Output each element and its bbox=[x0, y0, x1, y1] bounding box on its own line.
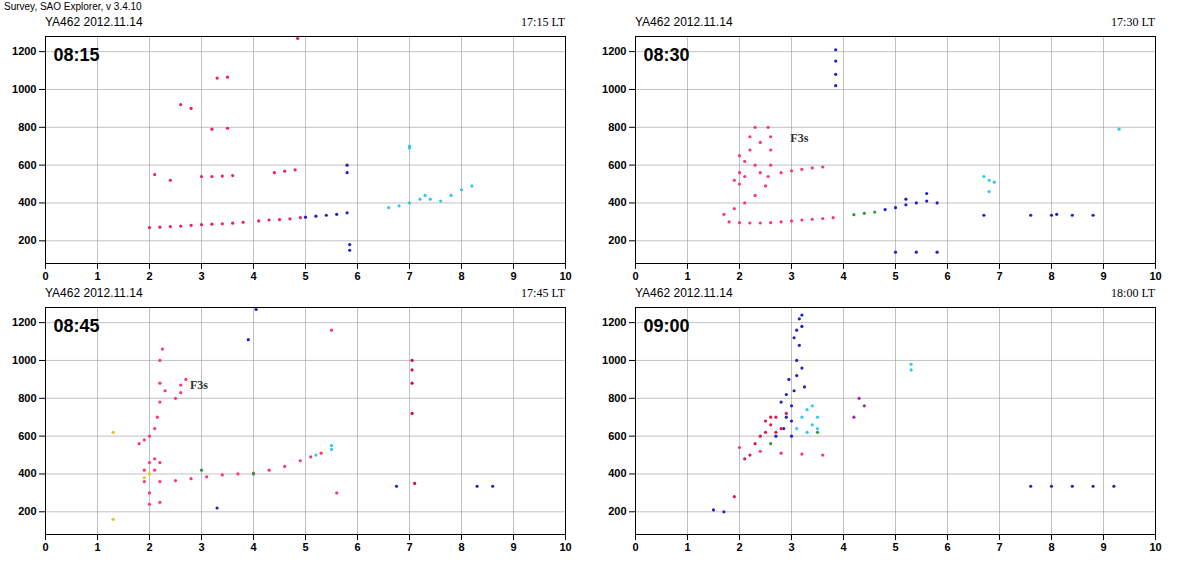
svg-text:9: 9 bbox=[1100, 270, 1106, 282]
svg-text:6: 6 bbox=[354, 270, 360, 282]
svg-text:8: 8 bbox=[1048, 541, 1054, 553]
svg-text:F3s: F3s bbox=[190, 378, 208, 392]
svg-text:4: 4 bbox=[840, 270, 847, 282]
svg-text:1200: 1200 bbox=[602, 45, 626, 57]
svg-text:7: 7 bbox=[996, 270, 1002, 282]
svg-text:10: 10 bbox=[1149, 541, 1161, 553]
svg-text:09:00: 09:00 bbox=[644, 316, 690, 336]
svg-text:3: 3 bbox=[198, 270, 204, 282]
html-text:Survey, SAO Explorer, v 3.4.10: Survey, SAO Explorer, v 3.4.10 bbox=[4, 1, 142, 12]
svg-text:600: 600 bbox=[608, 159, 626, 171]
html-text:YA462 2012.11.14: YA462 2012.11.14 bbox=[45, 15, 143, 29]
svg-text:6: 6 bbox=[944, 541, 950, 553]
svg-text:3: 3 bbox=[198, 541, 204, 553]
svg-text:1000: 1000 bbox=[12, 354, 36, 366]
svg-text:200: 200 bbox=[18, 505, 36, 517]
svg-text:800: 800 bbox=[18, 121, 36, 133]
svg-text:800: 800 bbox=[18, 392, 36, 404]
svg-text:1: 1 bbox=[94, 270, 100, 282]
svg-text:8: 8 bbox=[1048, 270, 1054, 282]
html-text:YA462 2012.11.14: YA462 2012.11.14 bbox=[45, 286, 143, 300]
svg-text:3: 3 bbox=[788, 270, 794, 282]
svg-text:9: 9 bbox=[1100, 541, 1106, 553]
svg-text:7: 7 bbox=[406, 541, 412, 553]
svg-text:1000: 1000 bbox=[602, 83, 626, 95]
svg-text:08:15: 08:15 bbox=[54, 45, 100, 65]
svg-text:0: 0 bbox=[632, 541, 638, 553]
svg-text:10: 10 bbox=[559, 541, 571, 553]
html-text:YA462 2012.11.14: YA462 2012.11.14 bbox=[635, 15, 733, 29]
svg-text:10: 10 bbox=[1149, 270, 1161, 282]
html-text:17:30 LT: 17:30 LT bbox=[1111, 15, 1155, 29]
svg-text:0: 0 bbox=[42, 541, 48, 553]
svg-text:2: 2 bbox=[736, 541, 742, 553]
svg-text:5: 5 bbox=[892, 541, 898, 553]
svg-text:400: 400 bbox=[18, 467, 36, 479]
svg-text:800: 800 bbox=[608, 392, 626, 404]
svg-text:8: 8 bbox=[458, 270, 464, 282]
svg-text:600: 600 bbox=[18, 430, 36, 442]
svg-text:200: 200 bbox=[608, 234, 626, 246]
html-text:YA462 2012.11.14: YA462 2012.11.14 bbox=[635, 286, 733, 300]
svg-text:1: 1 bbox=[684, 541, 690, 553]
svg-text:4: 4 bbox=[250, 541, 257, 553]
svg-text:4: 4 bbox=[840, 541, 847, 553]
svg-text:0: 0 bbox=[632, 270, 638, 282]
svg-text:5: 5 bbox=[302, 270, 308, 282]
svg-text:400: 400 bbox=[608, 196, 626, 208]
svg-text:0: 0 bbox=[42, 270, 48, 282]
svg-text:200: 200 bbox=[18, 234, 36, 246]
svg-text:1000: 1000 bbox=[12, 83, 36, 95]
svg-text:8: 8 bbox=[458, 541, 464, 553]
svg-text:7: 7 bbox=[996, 541, 1002, 553]
svg-text:1000: 1000 bbox=[602, 354, 626, 366]
svg-text:1: 1 bbox=[94, 541, 100, 553]
svg-text:7: 7 bbox=[406, 270, 412, 282]
svg-text:5: 5 bbox=[892, 270, 898, 282]
svg-text:6: 6 bbox=[944, 270, 950, 282]
svg-text:600: 600 bbox=[18, 159, 36, 171]
svg-text:600: 600 bbox=[608, 430, 626, 442]
svg-text:2: 2 bbox=[736, 270, 742, 282]
svg-text:400: 400 bbox=[608, 467, 626, 479]
svg-text:1200: 1200 bbox=[602, 316, 626, 328]
html-text:18:00 LT: 18:00 LT bbox=[1111, 286, 1155, 300]
svg-text:200: 200 bbox=[608, 505, 626, 517]
svg-text:1: 1 bbox=[684, 270, 690, 282]
svg-text:F3s: F3s bbox=[790, 131, 808, 145]
html-text:17:45 LT: 17:45 LT bbox=[521, 286, 565, 300]
svg-text:4: 4 bbox=[250, 270, 257, 282]
svg-text:08:45: 08:45 bbox=[54, 316, 100, 336]
svg-text:3: 3 bbox=[788, 541, 794, 553]
svg-text:10: 10 bbox=[559, 270, 571, 282]
svg-text:9: 9 bbox=[510, 541, 516, 553]
svg-text:5: 5 bbox=[302, 541, 308, 553]
svg-text:9: 9 bbox=[510, 270, 516, 282]
svg-text:2: 2 bbox=[146, 270, 152, 282]
svg-text:800: 800 bbox=[608, 121, 626, 133]
html-text:17:15 LT: 17:15 LT bbox=[521, 15, 565, 29]
svg-text:2: 2 bbox=[146, 541, 152, 553]
svg-text:400: 400 bbox=[18, 196, 36, 208]
svg-text:6: 6 bbox=[354, 541, 360, 553]
svg-text:08:30: 08:30 bbox=[644, 45, 690, 65]
svg-text:1200: 1200 bbox=[12, 316, 36, 328]
svg-text:1200: 1200 bbox=[12, 45, 36, 57]
